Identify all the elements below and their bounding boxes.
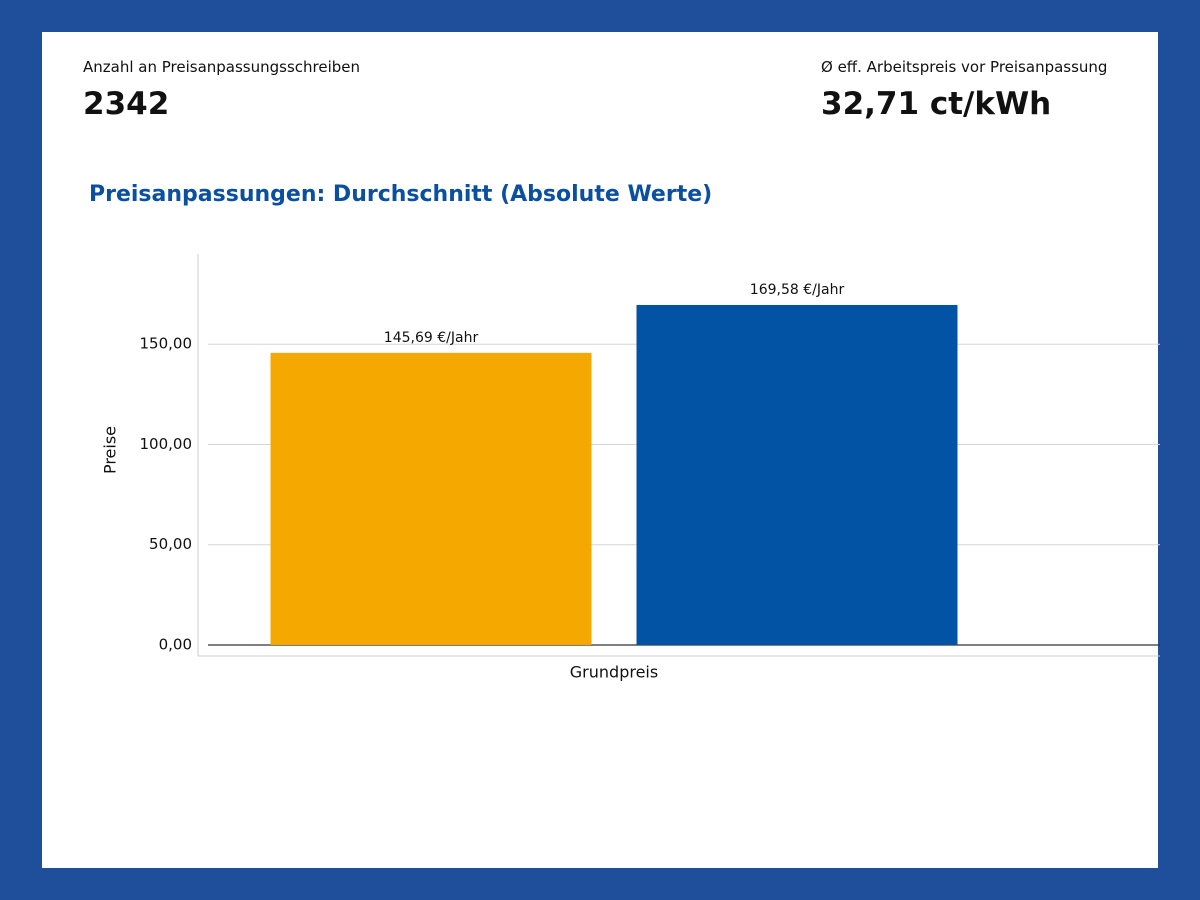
y-tick-label: 0,00 [159, 635, 192, 653]
y-tick-label: 150,00 [140, 335, 193, 353]
value-label: 169,58 €/Jahr [750, 282, 845, 298]
x-tick-label: Grundpreis [570, 663, 658, 682]
y-axis-title: Preise [101, 426, 120, 474]
kpi-value: 2342 [83, 86, 170, 122]
panel [42, 32, 1158, 868]
y-tick-label: 50,00 [149, 535, 192, 553]
y-tick-label: 100,00 [140, 435, 193, 453]
kpi-value: 32,71 ct/kWh [821, 86, 1052, 122]
bar [636, 304, 958, 645]
kpi-label: Ø eff. Arbeitspreis vor Preisanpassung [821, 58, 1108, 76]
kpi-label: Anzahl an Preisanpassungsschreiben [83, 58, 361, 76]
value-label: 145,69 €/Jahr [384, 330, 479, 346]
chart-title: Preisanpassungen: Durchschnitt (Absolute… [89, 182, 712, 207]
bar [270, 352, 592, 645]
